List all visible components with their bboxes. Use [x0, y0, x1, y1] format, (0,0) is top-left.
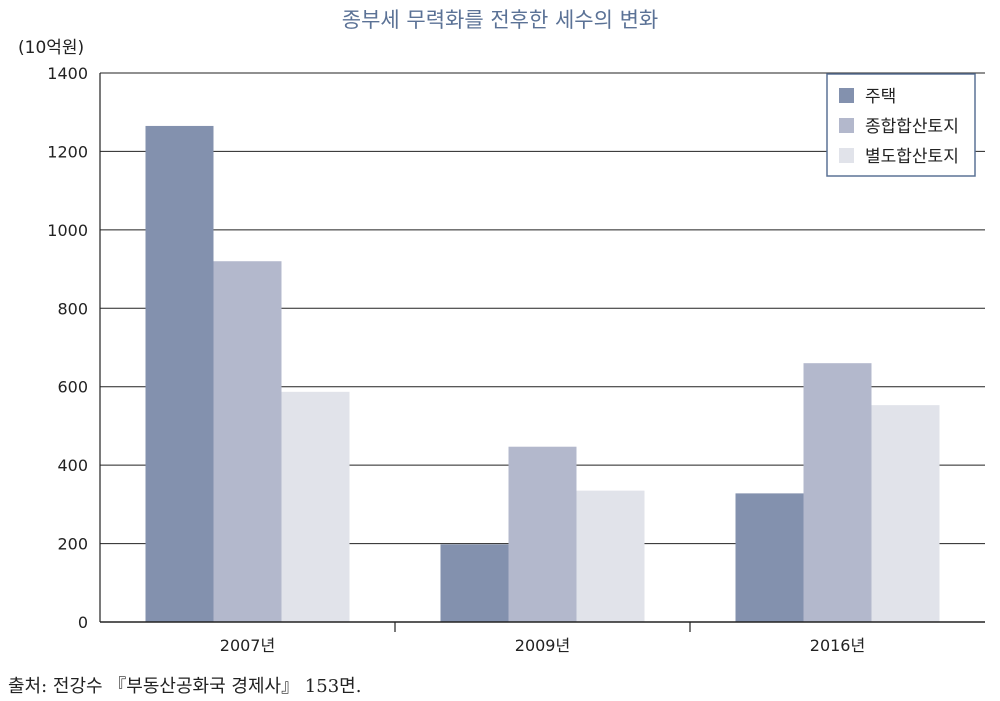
- y-tick-label: 1000: [47, 221, 88, 240]
- bar-3-2: [576, 490, 645, 622]
- y-tick-label: 1400: [47, 64, 88, 83]
- x-tick-label: 2016년: [810, 636, 865, 655]
- bar-1-3: [735, 493, 804, 622]
- bar-2-3: [803, 363, 872, 622]
- bar-1-1: [145, 125, 214, 623]
- chart-title: 종부세 무력화를 전후한 세수의 변화: [341, 8, 659, 32]
- y-tick-label: 1200: [47, 142, 88, 161]
- legend-swatch: [839, 148, 854, 163]
- y-tick-label: 200: [57, 535, 88, 554]
- bar-1-2: [440, 544, 509, 622]
- legend-label: 주택: [865, 87, 896, 107]
- bar-2-1: [213, 261, 282, 622]
- legend-swatch: [839, 88, 854, 103]
- y-tick-label: 0: [78, 613, 88, 632]
- source-note: 출처: 전강수 『부동산공화국 경제사』 153면.: [8, 676, 362, 697]
- x-tick-label: 2009년: [515, 636, 570, 655]
- y-tick-label: 600: [57, 378, 88, 397]
- bar-3-3: [871, 405, 940, 622]
- legend-swatch: [839, 118, 854, 133]
- x-tick-label: 2007년: [220, 636, 275, 655]
- bar-2-2: [508, 446, 577, 622]
- bar-3-1: [281, 391, 350, 622]
- y-tick-label: 800: [57, 299, 88, 318]
- y-tick-label: 400: [57, 456, 88, 475]
- y-axis-unit-label: (10억원): [18, 38, 84, 58]
- legend-label: 별도합산토지: [865, 147, 959, 167]
- legend-label: 종합합산토지: [865, 117, 959, 137]
